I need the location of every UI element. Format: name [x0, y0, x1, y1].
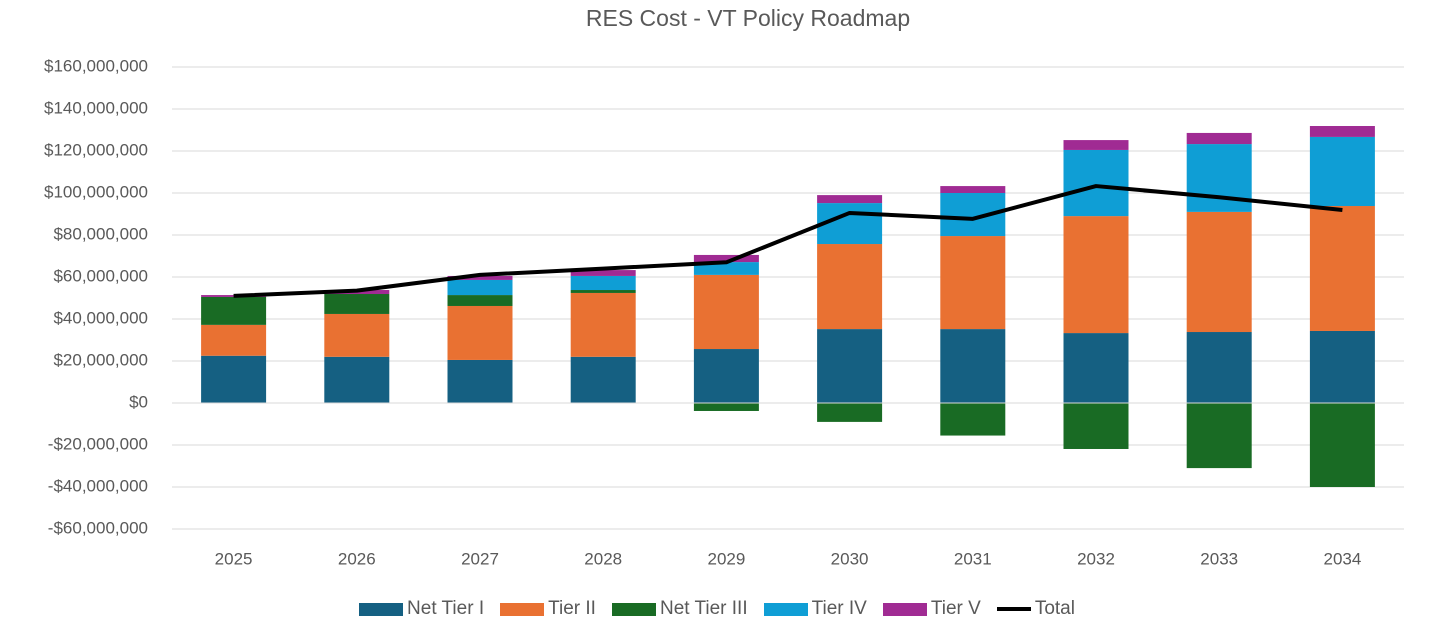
- y-tick-label: $140,000,000: [44, 98, 148, 117]
- legend-swatch: [763, 602, 808, 616]
- bar: [447, 279, 513, 296]
- bar: [1063, 333, 1129, 403]
- bar: [201, 295, 267, 297]
- bar: [1309, 403, 1375, 487]
- bar: [693, 349, 759, 403]
- bar: [570, 270, 636, 276]
- bar: [1186, 332, 1252, 403]
- legend-label: Total: [1034, 598, 1075, 619]
- bar: [817, 403, 883, 422]
- legend: Net Tier I Tier II Net Tier III Tier IV Tier…: [0, 596, 1434, 622]
- legend-item: Net Tier III: [611, 598, 748, 620]
- bar: [447, 359, 513, 403]
- legend-item: Net Tier I: [359, 598, 484, 620]
- bar: [324, 294, 390, 314]
- bar: [693, 254, 759, 263]
- legend-swatch: [611, 602, 656, 616]
- bar: [1186, 144, 1252, 212]
- bar: [1186, 132, 1252, 145]
- bar: [324, 356, 390, 403]
- x-tick-label: 2028: [584, 549, 622, 568]
- bar: [1309, 126, 1375, 137]
- x-tick-label: 2025: [215, 549, 253, 568]
- legend-swatch: [996, 607, 1031, 611]
- x-tick-label: 2033: [1200, 549, 1238, 568]
- legend-item: Tier V: [882, 598, 981, 620]
- chart: RES Cost - VT Policy Roadmap -$60,000,00…: [44, 5, 1404, 568]
- bar: [1186, 403, 1252, 469]
- legend-item: Tier II: [500, 598, 596, 620]
- bar: [570, 290, 636, 293]
- y-tick-label: -$60,000,000: [48, 518, 148, 537]
- x-tick-label: 2029: [707, 549, 745, 568]
- bar: [940, 329, 1006, 403]
- legend-swatch: [359, 602, 404, 616]
- y-tick-label: $60,000,000: [53, 266, 148, 285]
- bar: [570, 292, 636, 357]
- legend-label: Tier IV: [811, 598, 867, 619]
- y-tick-label: -$40,000,000: [48, 476, 148, 495]
- legend-label: Net Tier III: [659, 598, 748, 619]
- bar: [1309, 206, 1375, 331]
- bar: [1063, 149, 1129, 217]
- y-tick-label: $0: [129, 392, 148, 411]
- x-tick-label: 2026: [338, 549, 376, 568]
- y-tick-label: $100,000,000: [44, 182, 148, 201]
- y-tick-label: -$20,000,000: [48, 434, 148, 453]
- bar: [693, 403, 759, 411]
- legend-label: Tier II: [548, 598, 596, 619]
- bar: [1186, 211, 1252, 333]
- bar: [817, 195, 883, 204]
- x-tick-label: 2030: [831, 549, 869, 568]
- bar: [324, 313, 390, 357]
- bar: [1309, 136, 1375, 207]
- bar: [201, 324, 267, 356]
- bar: [940, 236, 1006, 330]
- y-tick-label: $120,000,000: [44, 140, 148, 159]
- legend-swatch: [500, 602, 545, 616]
- legend-item: Tier IV: [763, 598, 867, 620]
- x-tick-label: 2034: [1323, 549, 1361, 568]
- bar: [940, 186, 1006, 193]
- x-tick-label: 2031: [954, 549, 992, 568]
- y-tick-label: $40,000,000: [53, 308, 148, 327]
- bar: [693, 274, 759, 350]
- bar: [1063, 216, 1129, 334]
- bar: [201, 296, 267, 325]
- bar: [817, 244, 883, 330]
- bar: [693, 262, 759, 275]
- bar: [1063, 403, 1129, 449]
- bar: [447, 305, 513, 360]
- y-tick-label: $20,000,000: [53, 350, 148, 369]
- x-tick-label: 2032: [1077, 549, 1115, 568]
- bar: [201, 355, 267, 403]
- bar: [817, 329, 883, 403]
- bar: [570, 275, 636, 291]
- x-tick-label: 2027: [461, 549, 499, 568]
- chart-title: RES Cost - VT Policy Roadmap: [586, 5, 910, 31]
- legend-label: Net Tier I: [407, 598, 485, 619]
- bar: [1063, 140, 1129, 150]
- legend-label: Tier V: [930, 598, 981, 619]
- y-tick-label: $80,000,000: [53, 224, 148, 243]
- bar: [447, 275, 513, 280]
- bar: [940, 403, 1006, 436]
- line: [233, 184, 1343, 298]
- legend-item: Total: [996, 598, 1075, 620]
- legend-swatch: [882, 602, 927, 616]
- bar: [447, 295, 513, 306]
- bar: [1309, 330, 1375, 403]
- y-tick-label: $160,000,000: [44, 56, 148, 75]
- bar: [570, 356, 636, 403]
